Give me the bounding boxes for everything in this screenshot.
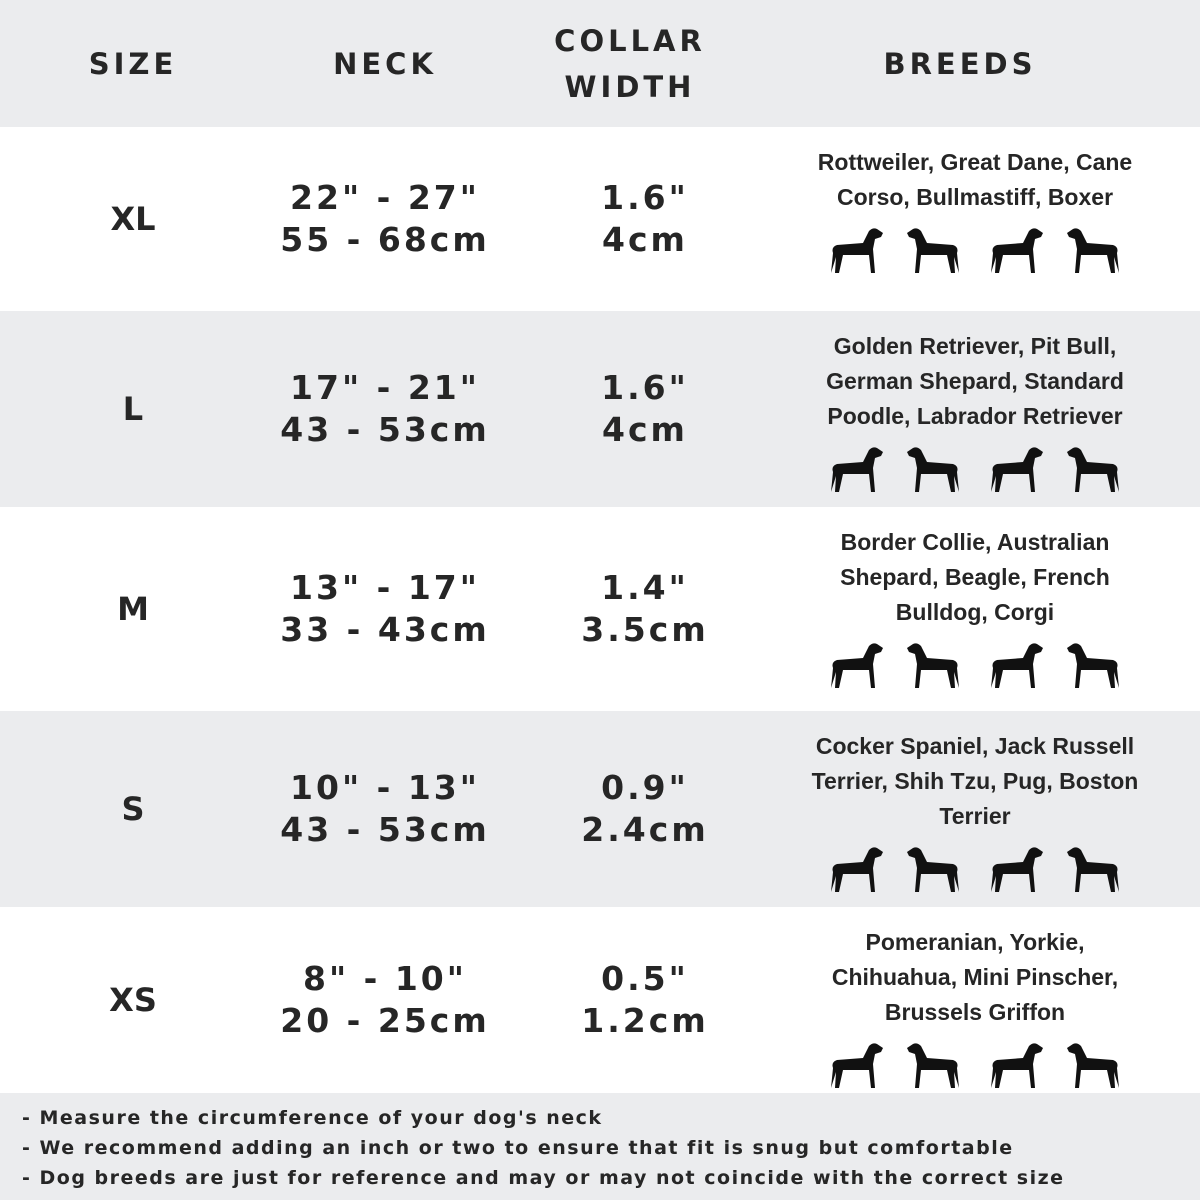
table-row: XL 22" - 27" 55 - 68cm 1.6" 4cm Rottweil… (0, 127, 1200, 311)
breed-silhouettes (823, 636, 1127, 696)
collar-cm: 1.2cm (581, 1001, 709, 1040)
breeds-list: Golden Retriever, Pit Bull, German Shepa… (826, 333, 1124, 429)
footer-note: - Dog breeds are just for reference and … (22, 1167, 1065, 1189)
neck-measurement: 17" - 21" 43 - 53cm (255, 311, 515, 507)
footer-note: - We recommend adding an inch or two to … (22, 1137, 1014, 1159)
size-label: XL (110, 200, 156, 238)
neck-measurement: 10" - 13" 43 - 53cm (255, 711, 515, 907)
neck-cm: 33 - 43cm (280, 610, 490, 649)
header-breeds: BREEDS (883, 46, 1037, 81)
breed-silhouettes (823, 440, 1127, 500)
header-neck: NECK (333, 46, 437, 81)
breeds-cell: Cocker Spaniel, Jack Russell Terrier, Sh… (770, 711, 1180, 907)
collar-cm: 3.5cm (581, 610, 709, 649)
collar-width: 1.6" 4cm (540, 311, 750, 507)
header-collar-width: COLLAR WIDTH (520, 0, 740, 127)
collar-width: 1.6" 4cm (540, 127, 750, 311)
shih-tzu-silhouette-icon (991, 847, 1043, 892)
doberman-silhouette-icon (991, 228, 1043, 273)
breeds-list: Cocker Spaniel, Jack Russell Terrier, Sh… (811, 733, 1139, 829)
header-size: SIZE (88, 46, 178, 81)
size-label: S (121, 790, 145, 828)
neck-inches: 8" - 10" (303, 959, 467, 998)
size-label: XS (109, 981, 157, 1019)
french-bulldog-silhouette-icon (991, 643, 1043, 688)
rottweiler-silhouette-icon (831, 228, 883, 273)
yorkie-silhouette-icon (907, 1043, 959, 1088)
breed-silhouettes (823, 840, 1127, 900)
border-collie-silhouette-icon (831, 643, 883, 688)
breeds-cell: Golden Retriever, Pit Bull, German Shepa… (770, 311, 1180, 507)
neck-measurement: 13" - 17" 33 - 43cm (255, 507, 515, 711)
collar-inches: 1.4" (601, 568, 689, 607)
collar-inches: 1.6" (601, 368, 689, 407)
neck-inches: 13" - 17" (290, 568, 480, 607)
german-shepherd-silhouette-icon (1067, 447, 1119, 492)
bullmastiff-silhouette-icon (1067, 228, 1119, 273)
breeds-list: Pomeranian, Yorkie, Chihuahua, Mini Pins… (831, 929, 1119, 1025)
table-row: L 17" - 21" 43 - 53cm 1.6" 4cm Golden Re… (0, 311, 1200, 507)
mini-pinscher-silhouette-icon (1067, 1043, 1119, 1088)
neck-cm: 20 - 25cm (280, 1001, 490, 1040)
table-row: M 13" - 17" 33 - 43cm 1.4" 3.5cm Border … (0, 507, 1200, 711)
great-dane-silhouette-icon (907, 228, 959, 273)
header-collar-line1: COLLAR (554, 23, 706, 58)
collar-inches: 0.9" (601, 768, 689, 807)
neck-inches: 10" - 13" (290, 768, 480, 807)
breed-silhouettes (823, 1036, 1127, 1096)
header-collar-line2: WIDTH (564, 69, 696, 104)
neck-cm: 55 - 68cm (280, 220, 490, 259)
neck-cm: 43 - 53cm (280, 410, 490, 449)
pomeranian-silhouette-icon (831, 1043, 883, 1088)
collar-cm: 2.4cm (581, 810, 709, 849)
table-header: SIZE NECK COLLAR WIDTH BREEDS (0, 0, 1200, 127)
table-row: S 10" - 13" 43 - 53cm 0.9" 2.4cm Cocker … (0, 711, 1200, 907)
neck-inches: 22" - 27" (290, 178, 480, 217)
poodle-silhouette-icon (991, 447, 1043, 492)
golden-retriever-silhouette-icon (831, 447, 883, 492)
labrador-silhouette-icon (907, 447, 959, 492)
beagle-silhouette-icon (907, 643, 959, 688)
collar-width: 0.9" 2.4cm (540, 711, 750, 907)
size-label: L (122, 390, 144, 428)
jack-russell-silhouette-icon (907, 847, 959, 892)
collar-cm: 4cm (602, 410, 688, 449)
breeds-cell: Rottweiler, Great Dane, Cane Corso, Bull… (770, 127, 1180, 311)
footer-notes: - Measure the circumference of your dog'… (0, 1093, 1200, 1200)
collar-inches: 0.5" (601, 959, 689, 998)
footer-note: - Measure the circumference of your dog'… (22, 1107, 603, 1129)
collar-inches: 1.6" (601, 178, 689, 217)
pug-silhouette-icon (1067, 847, 1119, 892)
breeds-cell: Pomeranian, Yorkie, Chihuahua, Mini Pins… (770, 907, 1180, 1093)
breeds-list: Rottweiler, Great Dane, Cane Corso, Bull… (817, 149, 1133, 210)
neck-cm: 43 - 53cm (280, 810, 490, 849)
collar-width: 0.5" 1.2cm (540, 907, 750, 1093)
breeds-list: Border Collie, Australian Shepard, Beagl… (840, 529, 1110, 625)
breed-silhouettes (823, 221, 1127, 281)
neck-measurement: 8" - 10" 20 - 25cm (255, 907, 515, 1093)
collar-width: 1.4" 3.5cm (540, 507, 750, 711)
table-row: XS 8" - 10" 20 - 25cm 0.5" 1.2cm Pomeran… (0, 907, 1200, 1093)
collar-cm: 4cm (602, 220, 688, 259)
neck-measurement: 22" - 27" 55 - 68cm (255, 127, 515, 311)
neck-inches: 17" - 21" (290, 368, 480, 407)
size-label: M (117, 590, 149, 628)
corgi-silhouette-icon (1067, 643, 1119, 688)
breeds-cell: Border Collie, Australian Shepard, Beagl… (770, 507, 1180, 711)
cocker-spaniel-silhouette-icon (831, 847, 883, 892)
chihuahua-silhouette-icon (991, 1043, 1043, 1088)
